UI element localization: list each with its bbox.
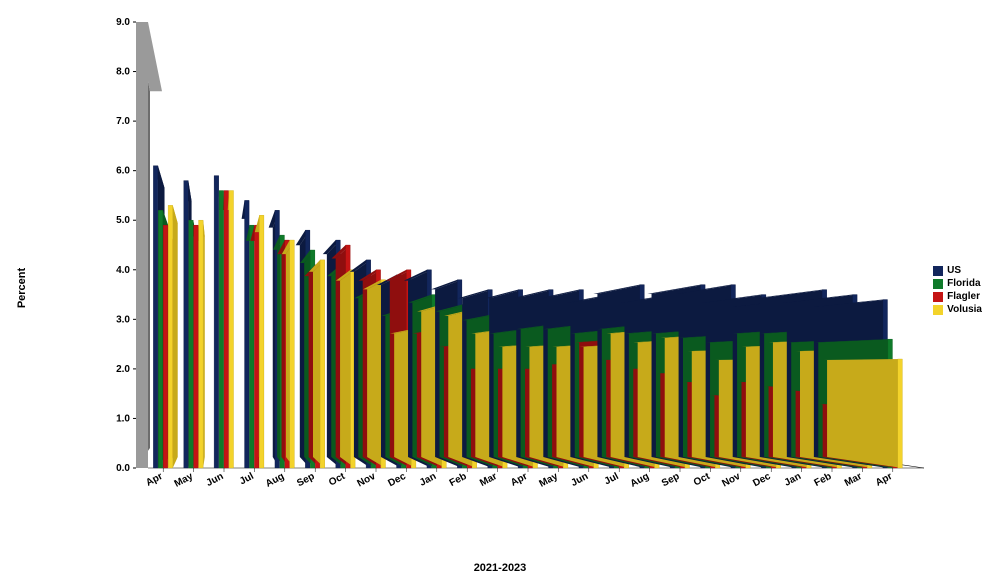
x-tick-label: May xyxy=(173,471,196,490)
x-tick-label: Feb xyxy=(448,471,469,489)
x-tick-label: Sep xyxy=(295,471,316,489)
bar-chart-3d: 0.0 1.0 2.0 3.0 4.0 5.0 6.0 7.0 8.0 9.0 Apr May Jun J… xyxy=(0,0,1000,576)
y-tick-label: 0.0 xyxy=(116,463,130,474)
x-tick-label: Jan xyxy=(783,471,803,489)
x-tick-label: Oct xyxy=(692,471,712,489)
x-tick-label: Jul xyxy=(603,471,621,488)
x-axis-label: 2021-2023 xyxy=(0,562,1000,574)
x-tick-label: Aug xyxy=(264,471,286,490)
y-tick-label: 9.0 xyxy=(116,17,130,28)
x-tick-label: Apr xyxy=(509,471,529,489)
legend-swatch xyxy=(933,279,943,289)
legend: USFloridaFlaglerVolusia xyxy=(933,264,982,316)
x-tick-label: Jan xyxy=(418,471,438,489)
y-axis-label-wrap: Percent xyxy=(12,0,32,576)
x-tick-label: Apr xyxy=(144,471,164,489)
y-tick-label: 2.0 xyxy=(116,364,130,375)
x-tick-label: Jun xyxy=(205,471,226,489)
y-tick-label: 5.0 xyxy=(116,215,130,226)
legend-item: Flagler xyxy=(933,290,982,303)
x-tick-label: Jul xyxy=(238,471,256,488)
x-tick-label: Jun xyxy=(569,471,590,489)
x-tick-label: Mar xyxy=(478,471,499,489)
legend-swatch xyxy=(933,305,943,315)
y-tick-label: 4.0 xyxy=(116,265,130,276)
x-tick-label: May xyxy=(537,471,560,490)
x-tick-label: Aug xyxy=(629,471,651,490)
legend-label: Volusia xyxy=(947,303,982,316)
y-tick-label: 8.0 xyxy=(116,67,130,78)
y-tick-label: 7.0 xyxy=(116,116,130,127)
y-tick-label: 3.0 xyxy=(116,314,130,325)
y-tick-label: 1.0 xyxy=(116,413,130,424)
x-tick-label: Nov xyxy=(720,471,742,490)
legend-item: Florida xyxy=(933,277,982,290)
x-tick-label: Dec xyxy=(386,471,408,490)
chart-stage: 0.0 1.0 2.0 3.0 4.0 5.0 6.0 7.0 8.0 9.0 Apr May Jun J… xyxy=(0,0,1000,576)
legend-label: Flagler xyxy=(947,290,980,303)
legend-label: US xyxy=(947,264,961,277)
y-axis-label: Percent xyxy=(16,268,28,308)
legend-item: Volusia xyxy=(933,303,982,316)
x-tick-label: Sep xyxy=(660,471,681,489)
x-tick-label: Feb xyxy=(813,471,834,489)
legend-label: Florida xyxy=(947,277,980,290)
x-tick-label: Dec xyxy=(751,471,773,490)
x-tick-label: Apr xyxy=(874,471,894,489)
x-tick-label: Oct xyxy=(327,471,347,489)
legend-swatch xyxy=(933,292,943,302)
x-tick-label: Mar xyxy=(843,471,864,489)
x-tick-label: Nov xyxy=(356,471,378,490)
legend-item: US xyxy=(933,264,982,277)
y-tick-label: 6.0 xyxy=(116,166,130,177)
legend-swatch xyxy=(933,266,943,276)
